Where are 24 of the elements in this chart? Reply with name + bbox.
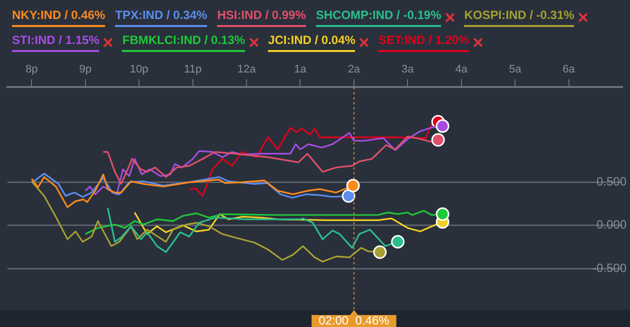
text: SHCOMP:IND / -0.19% xyxy=(316,8,442,22)
x-tick-label: 10p xyxy=(130,64,148,76)
y-tick-label: -0.500 xyxy=(592,260,627,275)
x-tick-label: 1a xyxy=(294,64,308,76)
x-tick-label: 6a xyxy=(562,64,576,76)
text: NKY:IND / 0.46% xyxy=(12,8,106,22)
x-tick-label: 9p xyxy=(79,64,92,76)
text: JCI:IND / 0.04% xyxy=(268,33,356,47)
text: STI:IND / 1.15% xyxy=(12,33,100,47)
text: SET:IND / 1.20% xyxy=(378,33,470,47)
ref-line-label: 02:00 0.46% xyxy=(318,313,390,327)
text: FBMKLCI:IND / 0.13% xyxy=(122,33,246,47)
text: HSI:IND / 0.99% xyxy=(217,8,306,22)
x-tick-label: 12a xyxy=(237,64,257,76)
x-tick-label: 5a xyxy=(508,64,522,76)
x-tick-label: 4a xyxy=(455,64,468,76)
text: KOSPI:IND / -0.31% xyxy=(464,8,574,22)
x-tick-label: 3a xyxy=(402,64,415,76)
y-tick-label: 0.000 xyxy=(596,218,627,232)
x-tick-label: 2a xyxy=(348,64,361,76)
x-tick-label: 8p xyxy=(26,64,38,76)
y-tick-label: 0.500 xyxy=(596,174,627,189)
x-tick-label: 11p xyxy=(184,64,202,76)
text: TPX:IND / 0.34% xyxy=(115,8,208,22)
